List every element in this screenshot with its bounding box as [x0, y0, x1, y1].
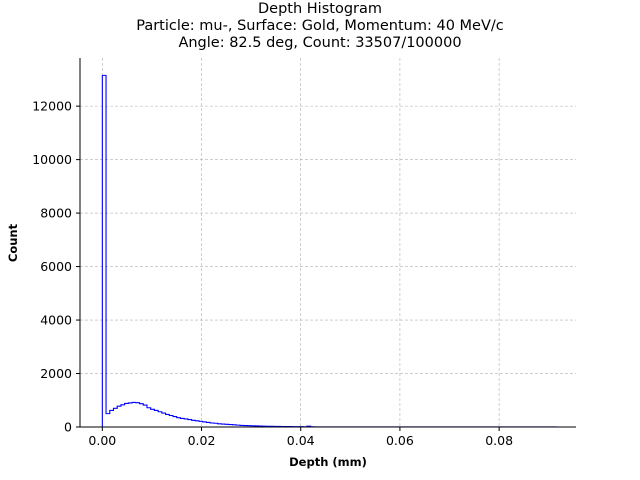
histogram-bin	[162, 413, 166, 427]
y-ticks: 0 2000 4000 6000 8000 10000 12000	[32, 99, 80, 435]
histogram-bin	[192, 420, 196, 427]
histogram-bin	[102, 75, 106, 427]
histogram-bin	[166, 414, 170, 427]
chart-subtitle-particle: Particle: mu-, Surface: Gold, Momentum: …	[136, 18, 504, 34]
y-tick-label: 2000	[40, 366, 72, 381]
x-tick-label: 0.04	[287, 433, 315, 448]
histogram-bin	[128, 403, 132, 427]
grid	[80, 58, 576, 427]
x-tick-label: 0.00	[88, 433, 116, 448]
histogram-bin	[173, 417, 177, 427]
histogram-bin	[188, 420, 192, 427]
histogram-bin	[184, 419, 188, 427]
histogram-bin	[158, 412, 162, 427]
x-tick-label: 0.02	[188, 433, 216, 448]
histogram-bars	[101, 74, 557, 428]
x-tick-label: 0.08	[485, 433, 513, 448]
histogram-bin	[151, 409, 155, 427]
histogram-bin	[106, 414, 110, 427]
y-axis-label: Count	[6, 223, 20, 262]
histogram-bin	[140, 404, 144, 427]
histogram-bin	[177, 418, 181, 427]
histogram-bin	[180, 418, 184, 427]
y-tick-label: 10000	[32, 152, 72, 167]
x-ticks: 0.00 0.02 0.04 0.06 0.08	[88, 427, 513, 448]
histogram-bin	[132, 402, 136, 427]
histogram-bin	[169, 416, 173, 427]
chart-title: Depth Histogram	[258, 1, 382, 17]
histogram-bin	[206, 422, 210, 427]
y-tick-label: 4000	[40, 313, 72, 328]
histogram-bin	[195, 421, 199, 427]
histogram-bin	[203, 422, 207, 427]
histogram-bin	[113, 408, 117, 427]
y-tick-label: 6000	[40, 259, 72, 274]
x-tick-label: 0.06	[386, 433, 414, 448]
axes	[79, 58, 576, 428]
histogram-bin	[214, 423, 218, 427]
histogram-bin	[136, 403, 140, 427]
histogram-bin	[210, 423, 214, 427]
histogram-bin	[199, 421, 203, 427]
y-tick-label: 8000	[40, 206, 72, 221]
histogram-bin	[147, 408, 151, 427]
histogram-bin	[121, 405, 125, 427]
y-tick-label: 0	[64, 420, 72, 435]
histogram-bin	[117, 406, 121, 427]
histogram-bin	[154, 410, 158, 427]
histogram-bin	[125, 403, 129, 427]
x-axis-label: Depth (mm)	[289, 455, 367, 469]
chart-subtitle-angle: Angle: 82.5 deg, Count: 33507/100000	[178, 35, 462, 51]
histogram-step-line	[101, 74, 557, 428]
histogram-bin	[110, 410, 114, 427]
y-tick-label: 12000	[32, 99, 72, 114]
histogram-bin	[143, 405, 147, 427]
